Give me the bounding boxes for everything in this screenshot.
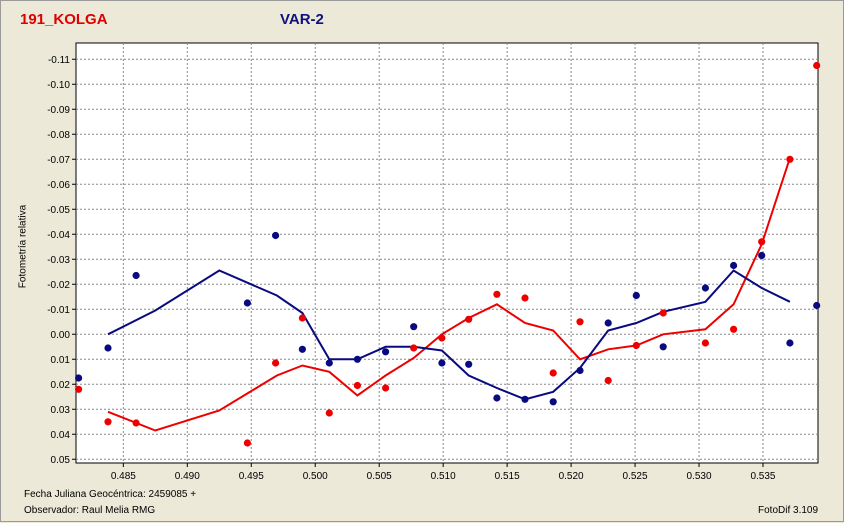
series-1-point bbox=[786, 155, 794, 163]
series-2-point bbox=[104, 344, 112, 352]
series-1-point bbox=[325, 409, 333, 417]
series-1-point bbox=[549, 369, 557, 377]
series-layer bbox=[75, 61, 821, 447]
series-1-point bbox=[465, 315, 473, 323]
x-tick-label: 0.485 bbox=[111, 471, 136, 482]
series-1-trend-line bbox=[107, 157, 791, 432]
series-1-point bbox=[104, 418, 112, 426]
series-1-point bbox=[604, 376, 612, 385]
series-2-point bbox=[604, 319, 612, 327]
series-1-point bbox=[493, 290, 501, 298]
y-tick-label: -0.05 bbox=[47, 205, 70, 216]
series-2-point bbox=[521, 395, 529, 403]
x-tick-label: 0.525 bbox=[623, 471, 648, 482]
x-tick-label: 0.510 bbox=[431, 471, 456, 482]
y-tick-label: -0.11 bbox=[48, 55, 70, 66]
series-2-point bbox=[786, 339, 794, 347]
y-tick-label: -0.10 bbox=[47, 80, 70, 91]
series-2-point bbox=[659, 343, 667, 351]
x-tick-label: 0.505 bbox=[367, 471, 392, 482]
series-2-point bbox=[132, 271, 140, 280]
series-2-point bbox=[701, 284, 710, 292]
y-tick-label: 0.02 bbox=[51, 380, 71, 391]
x-axis-ticks: 0.485 0.490 0.495 0.500 0.505 0.510 0.515 0.520… bbox=[111, 463, 776, 482]
series-1-point bbox=[813, 61, 821, 70]
x-tick-label: 0.500 bbox=[303, 471, 328, 482]
series-2-point bbox=[576, 366, 584, 375]
y-tick-label: -0.07 bbox=[47, 155, 70, 166]
series-2-point bbox=[243, 299, 251, 307]
series-2-point bbox=[493, 394, 501, 402]
y-axis-label: Fotometría relativa bbox=[17, 204, 29, 289]
y-tick-label: 0.05 bbox=[51, 455, 71, 466]
series-2-point bbox=[813, 301, 821, 310]
series-1-point bbox=[272, 359, 280, 367]
observer-caption: Observador: Raul Melia RMG bbox=[24, 505, 156, 516]
plot-area bbox=[75, 42, 819, 464]
series-2-point bbox=[75, 374, 83, 382]
series-2-point bbox=[632, 291, 640, 300]
y-tick-label: -0.06 bbox=[47, 180, 70, 191]
series-1-point bbox=[243, 439, 251, 447]
series-1-point bbox=[632, 341, 640, 350]
series-2-point bbox=[438, 359, 446, 367]
series-2-trend-line bbox=[107, 269, 791, 401]
series-1-point bbox=[659, 309, 667, 317]
series-1-point bbox=[132, 419, 140, 427]
series-1-point bbox=[410, 344, 418, 352]
series-1-point bbox=[701, 339, 710, 347]
y-tick-label: -0.09 bbox=[47, 105, 70, 116]
series-1-point bbox=[382, 384, 390, 392]
y-tick-label: 0.03 bbox=[51, 405, 71, 416]
series-2-point bbox=[382, 348, 390, 356]
series-1-point bbox=[298, 314, 306, 322]
julian-date-caption: Fecha Juliana Geocéntrica: 2459085 + bbox=[24, 489, 197, 500]
series-2-point bbox=[549, 398, 557, 406]
y-tick-label: 0.00 bbox=[51, 330, 71, 341]
series-2-point bbox=[730, 261, 738, 270]
y-tick-label: -0.01 bbox=[47, 305, 70, 316]
series-2-point bbox=[353, 355, 361, 363]
app-version-caption: FotoDif 3.109 bbox=[758, 505, 819, 516]
x-tick-label: 0.535 bbox=[750, 471, 775, 482]
object-name-label: 191_KOLGA bbox=[20, 11, 108, 28]
series-1-point bbox=[758, 238, 766, 246]
y-tick-label: -0.02 bbox=[47, 280, 70, 291]
series-2-point bbox=[758, 251, 766, 260]
series-1-point bbox=[521, 294, 529, 302]
y-axis-ticks: -0.11 -0.10 -0.09 -0.08 -0.07 -0.06 -0.05 -0.04… bbox=[47, 55, 76, 466]
y-tick-label: 0.04 bbox=[51, 430, 71, 441]
x-tick-label: 0.520 bbox=[559, 471, 584, 482]
series-1-point bbox=[353, 381, 361, 390]
x-tick-label: 0.490 bbox=[175, 471, 200, 482]
series-1-point bbox=[730, 325, 738, 333]
x-tick-label: 0.530 bbox=[687, 471, 712, 482]
series-2-point bbox=[325, 359, 333, 367]
x-tick-label: 0.515 bbox=[495, 471, 520, 482]
y-tick-label: -0.04 bbox=[47, 230, 70, 241]
series-2-point bbox=[298, 345, 306, 353]
y-tick-label: -0.03 bbox=[47, 255, 70, 266]
series-1-point bbox=[438, 334, 446, 342]
variable-name-label: VAR-2 bbox=[280, 11, 324, 28]
x-tick-label: 0.495 bbox=[239, 471, 264, 482]
series-2-point bbox=[272, 231, 280, 240]
series-1-point bbox=[576, 318, 584, 326]
series-2-point bbox=[465, 360, 473, 368]
y-tick-label: -0.08 bbox=[47, 130, 70, 141]
series-2-point bbox=[410, 323, 418, 331]
y-tick-label: 0.01 bbox=[51, 355, 71, 366]
series-1-point bbox=[75, 385, 83, 393]
